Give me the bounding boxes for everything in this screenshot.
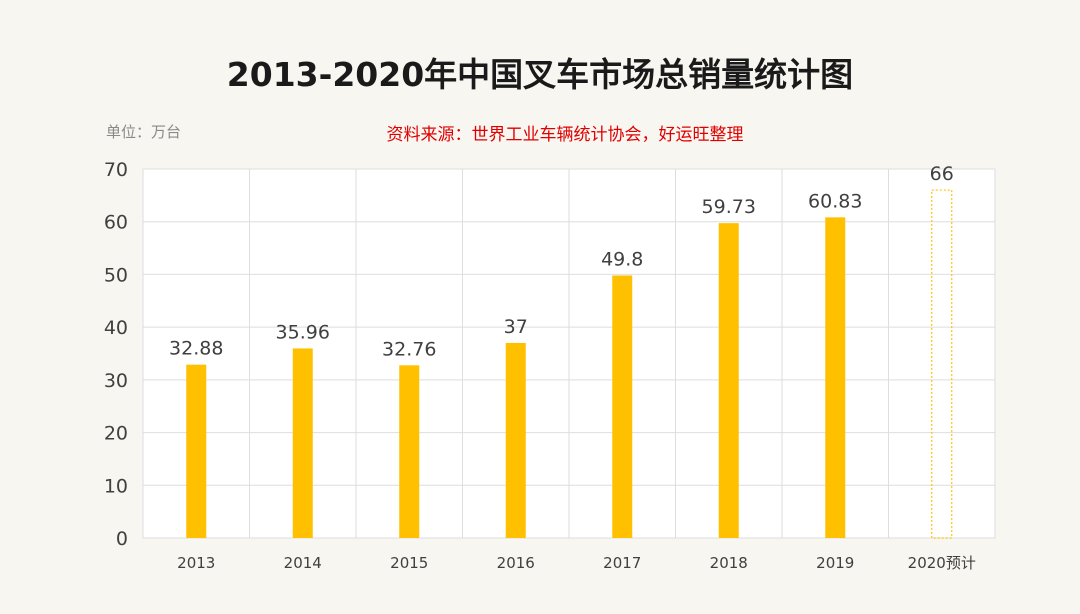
y-tick-label: 40 <box>104 317 128 339</box>
data-label: 66 <box>930 163 954 185</box>
x-tick-label: 2019 <box>816 554 854 572</box>
y-tick-label: 10 <box>104 475 128 497</box>
source-label: 资料来源：世界工业车辆统计协会，好运旺整理 <box>386 125 744 145</box>
x-tick-label: 2016 <box>497 554 535 572</box>
y-tick-label: 50 <box>104 264 128 286</box>
y-tick-label: 70 <box>104 159 128 181</box>
bar <box>399 365 420 538</box>
y-tick-label: 0 <box>116 528 128 550</box>
data-label: 60.83 <box>808 190 862 212</box>
y-tick-label: 60 <box>104 212 128 234</box>
bar <box>718 223 739 538</box>
chart-title: 2013-2020年中国叉车市场总销量统计图 <box>226 55 854 94</box>
unit-label: 单位：万台 <box>106 123 182 141</box>
bar <box>186 364 207 538</box>
x-tick-label: 2014 <box>284 554 322 572</box>
data-label: 35.96 <box>276 321 330 343</box>
x-tick-label: 2020预计 <box>908 554 976 572</box>
x-tick-label: 2017 <box>603 554 641 572</box>
bar <box>292 348 313 538</box>
y-tick-label: 20 <box>104 423 128 445</box>
y-tick-label: 30 <box>104 370 128 392</box>
bar <box>505 342 526 538</box>
data-label: 59.73 <box>702 196 756 218</box>
data-label: 49.8 <box>601 248 643 270</box>
x-tick-label: 2013 <box>177 554 215 572</box>
bar-forecast <box>931 189 953 539</box>
data-label: 32.88 <box>169 338 223 360</box>
x-tick-label: 2018 <box>710 554 748 572</box>
x-tick-label: 2015 <box>390 554 428 572</box>
bar <box>612 275 633 538</box>
data-label: 32.76 <box>382 338 436 360</box>
data-label: 37 <box>504 316 528 338</box>
bar <box>825 217 846 539</box>
